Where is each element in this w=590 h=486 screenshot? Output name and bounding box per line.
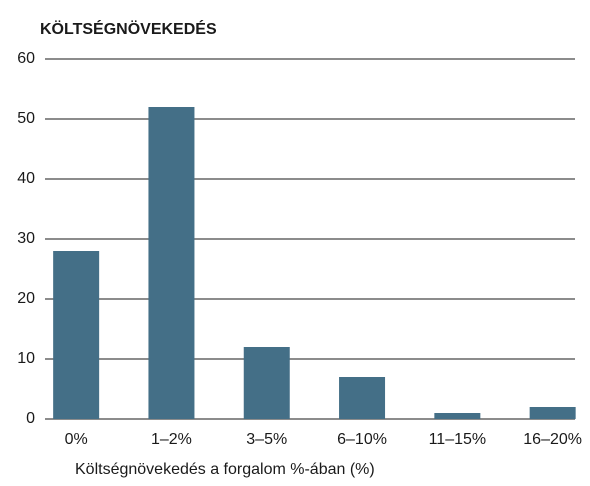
bar <box>148 107 195 419</box>
chart-title: KÖLTSÉGNÖVEKEDÉS <box>40 19 217 38</box>
y-tick-label: 60 <box>17 50 35 67</box>
bar <box>434 413 481 419</box>
y-tick-label: 30 <box>17 230 35 247</box>
x-tick-label: 0% <box>65 431 88 448</box>
y-tick-label: 40 <box>17 170 35 187</box>
y-tick-label: 10 <box>17 350 35 367</box>
y-tick-label: 0 <box>26 410 35 427</box>
x-axis-label: Költségnövekedés a forgalom %-ában (%) <box>75 461 375 478</box>
x-tick-label: 3–5% <box>246 431 287 448</box>
bar <box>53 251 100 419</box>
x-tick-label: 6–10% <box>337 431 387 448</box>
x-tick-label: 1–2% <box>151 431 192 448</box>
bar <box>243 347 290 419</box>
bar <box>529 407 576 419</box>
y-tick-label: 50 <box>17 110 35 127</box>
bar <box>339 377 386 419</box>
x-tick-label: 16–20% <box>523 431 582 448</box>
x-tick-label: 11–15% <box>429 431 487 448</box>
y-tick-label: 20 <box>17 290 35 307</box>
